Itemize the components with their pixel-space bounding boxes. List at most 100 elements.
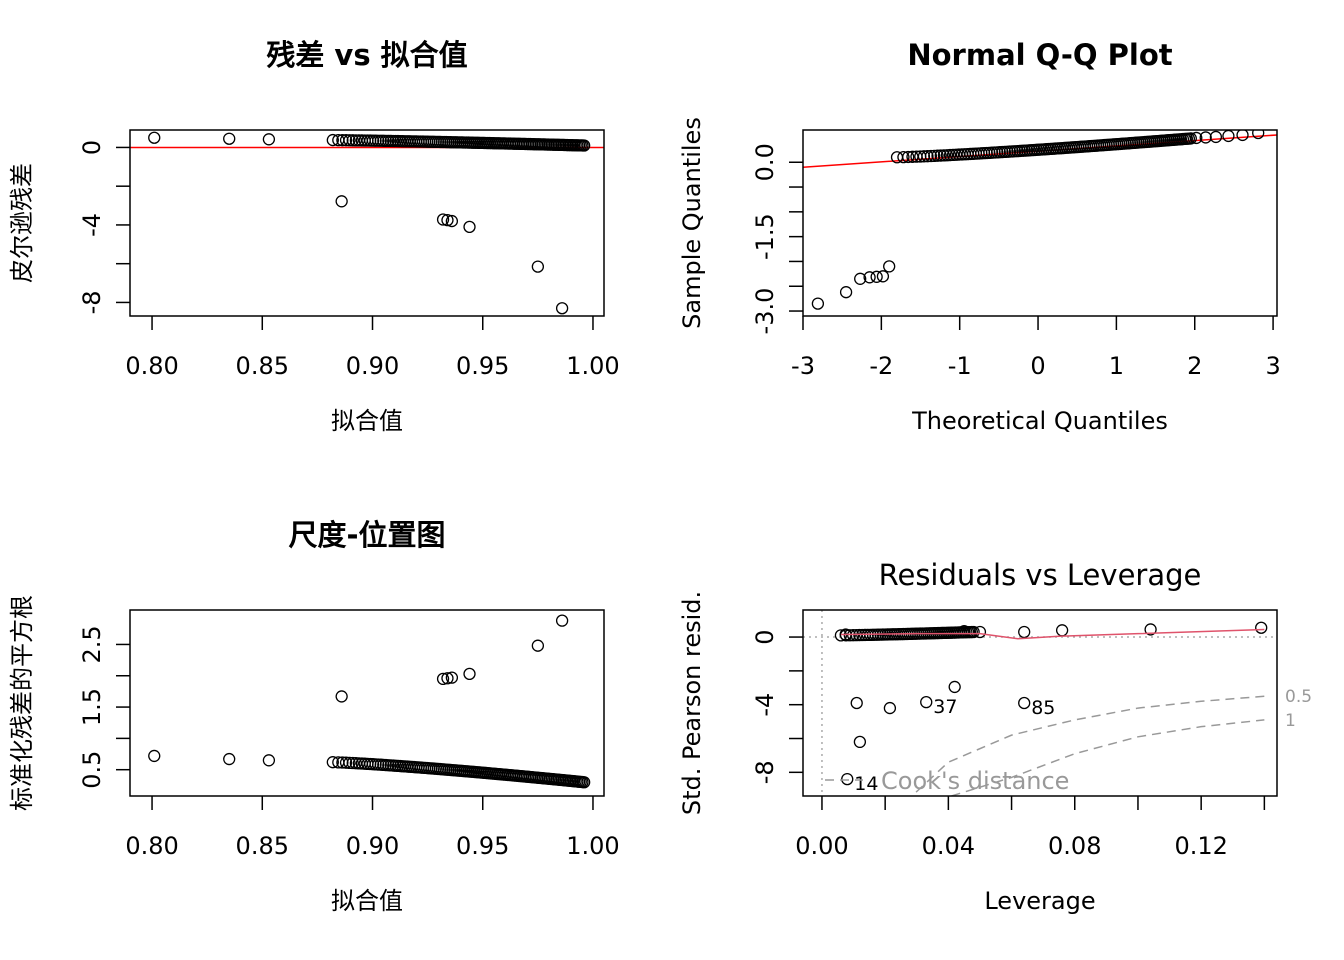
plot-frame (129, 129, 605, 317)
data-point (1184, 132, 1197, 145)
x-tick-label: 0.85 (236, 832, 289, 860)
x-tick-label: 2 (1187, 352, 1202, 380)
data-point (463, 667, 476, 681)
data-point (958, 624, 971, 638)
x-tick-label: 3 (1265, 352, 1280, 380)
x-axis-label: 拟合值 (331, 887, 403, 915)
panel-p3: 尺度-位置图 0.80 0.85 0.90 0.95 1.00 0.5 1.5 2.5 拟合值 标准… (8, 518, 620, 915)
point-label: 14 (854, 773, 878, 795)
chart-title: 尺度-位置图 (288, 518, 445, 552)
y-tick-label: -3.0 (751, 288, 779, 335)
data-point (948, 680, 961, 694)
data-point (902, 150, 915, 164)
data-point (841, 772, 854, 786)
y-tick-label: -8 (78, 290, 106, 314)
data-point (578, 776, 591, 789)
data-point (931, 149, 944, 162)
data-point (346, 134, 359, 147)
data-point (223, 752, 236, 766)
x-tick-label: 0.12 (1174, 832, 1227, 860)
data-point (436, 672, 450, 686)
y-tick-label: -8 (751, 760, 779, 784)
panel-p1: 残差 vs 拟合值 0.80 0.85 0.90 0.95 1.00 0 -4 -8 拟合值 皮尔逊… (8, 38, 620, 435)
y-tick-label: 0.5 (78, 751, 106, 789)
data-point (850, 696, 863, 710)
data-point (1255, 621, 1268, 634)
data-point (445, 214, 459, 228)
data-point (262, 133, 276, 146)
panel-p2: Normal Q-Q Plot -3 -2 -1 0 1 2 3 0.0 -1.5 -3.0 Theo… (678, 38, 1281, 435)
data-point (883, 260, 896, 273)
data-point (883, 701, 897, 715)
data-point (1018, 625, 1031, 639)
x-tick-label: 0 (1030, 352, 1045, 380)
x-axis-label: Theoretical Quantiles (911, 407, 1168, 435)
data-point (531, 639, 545, 652)
x-axis-label: 拟合值 (331, 407, 403, 435)
data-point (335, 195, 348, 208)
data-point (934, 149, 947, 162)
chart-title: Residuals vs Leverage (879, 558, 1202, 592)
cook-legend-label: Cook's distance (881, 767, 1069, 795)
data-point (811, 297, 825, 310)
data-point (463, 220, 476, 234)
data-point (343, 756, 356, 770)
data-point (578, 139, 591, 152)
cook-contour-label: 0.5 (1285, 687, 1312, 707)
x-tick-label: 0.90 (346, 352, 399, 380)
data-point (921, 150, 934, 163)
y-axis-label: 皮尔逊残差 (8, 163, 36, 283)
data-point (876, 270, 890, 283)
cook-contour (910, 695, 1265, 796)
data-point (870, 270, 883, 283)
y-tick-label: -4 (751, 693, 779, 717)
data-point (336, 134, 349, 147)
x-tick-label: 0.95 (456, 352, 509, 380)
data-point (339, 756, 353, 769)
data-point (262, 754, 276, 767)
plot-frame (802, 129, 1278, 317)
data-point (1190, 131, 1203, 145)
data-point (920, 696, 933, 709)
data-point (940, 149, 954, 162)
data-point (326, 133, 339, 147)
data-point (1222, 130, 1235, 143)
x-tick-label: -1 (948, 352, 972, 380)
x-axis-label: Leverage (984, 887, 1095, 915)
data-point (924, 149, 938, 163)
data-point (1144, 623, 1157, 636)
data-point (863, 271, 876, 284)
x-tick-label: 1.00 (566, 832, 619, 860)
x-tick-label: 0.04 (922, 832, 975, 860)
cook-contour (951, 719, 1265, 796)
data-point (928, 149, 941, 163)
data-point (1018, 696, 1031, 710)
x-tick-label: 0.00 (795, 832, 848, 860)
smooth-line (840, 628, 1265, 640)
data-point (531, 260, 545, 273)
data-point (853, 735, 867, 749)
x-tick-label: 0.85 (236, 352, 289, 380)
x-tick-label: 0.90 (346, 832, 399, 860)
cook-contour-label: 1 (1285, 711, 1296, 731)
data-point (555, 614, 569, 627)
y-tick-label: -4 (78, 213, 106, 237)
data-point (917, 150, 931, 163)
data-point (441, 672, 454, 685)
x-tick-label: 1.00 (566, 352, 619, 380)
plot-area (803, 130, 1277, 310)
data-point (148, 131, 161, 144)
data-point (937, 149, 951, 162)
data-point (973, 625, 987, 639)
data-point (346, 756, 359, 770)
plot-frame (129, 609, 605, 797)
data-point (1199, 131, 1212, 144)
data-point (555, 302, 569, 315)
data-point (1236, 130, 1249, 142)
point-label: 85 (1031, 697, 1055, 719)
data-point (834, 629, 848, 642)
chart-title: Normal Q-Q Plot (907, 38, 1172, 72)
y-tick-label: 1.5 (78, 688, 106, 726)
data-point (339, 134, 353, 147)
